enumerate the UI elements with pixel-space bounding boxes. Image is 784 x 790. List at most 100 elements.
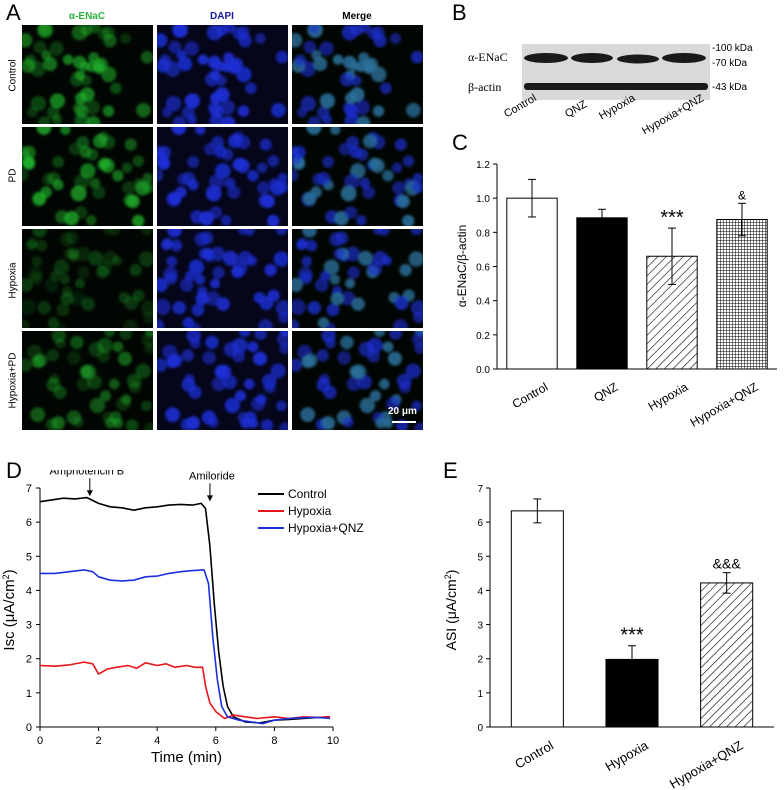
bar-control — [510, 510, 564, 728]
legend-label: Hypoxia — [288, 504, 332, 518]
y-axis-label: ASI (μA/cm2) — [443, 570, 459, 651]
category-label: QNZ — [591, 380, 620, 405]
y-axis-label-part: Isc ( — [1, 622, 18, 650]
micrograph-r2-c1 — [22, 127, 153, 226]
significance-mark: *** — [660, 207, 684, 229]
y-tick-label: 2 — [26, 654, 32, 666]
bar-hypoxia-qnz — [700, 582, 754, 728]
panel-letter-b: B — [452, 0, 467, 25]
annotation-arrowhead — [206, 495, 213, 502]
x-tick-label: 8 — [271, 735, 277, 747]
series-line-hypoxia-qnz — [40, 569, 331, 725]
micrograph-r4-c3 — [292, 331, 423, 430]
y-axis-label-part: A/cm — [443, 579, 459, 611]
series-line-control — [39, 496, 331, 724]
category-label: Control — [512, 738, 556, 772]
micrograph-r1-c2 — [157, 25, 288, 124]
y-tick-label: 6 — [26, 517, 32, 529]
micrograph-r1-c1 — [22, 25, 153, 124]
band-label-actin: β-actin — [468, 80, 502, 94]
chart-c-enac-expression: 0.0 0.2 0.4 0.6 0.8 1.0 1.2 Control QNZ *** Hypoxi… — [455, 160, 777, 430]
category-label: Hypoxia — [646, 380, 691, 414]
blot-image — [522, 44, 710, 100]
y-axis-label-part: μ — [1, 614, 18, 623]
micrograph-r1-c3 — [292, 25, 423, 124]
category-label: Hypoxia — [603, 737, 652, 774]
significance-mark: &&& — [713, 556, 742, 572]
y-tick-label: 1 — [477, 689, 483, 700]
annotation-label: Amiloride — [189, 470, 235, 482]
series-line-hypoxia — [39, 661, 331, 720]
bar-control — [506, 197, 558, 370]
x-tick-label: 4 — [154, 735, 160, 747]
y-tick-label: 5 — [26, 551, 32, 563]
scale-bar — [392, 421, 416, 423]
y-tick-label: 0.2 — [476, 331, 490, 342]
x-tick-label: 0 — [37, 735, 43, 747]
y-tick-label: 3 — [26, 620, 32, 632]
bar-hypoxia-qnz — [716, 219, 768, 370]
marker-70: -70 kDa — [712, 58, 748, 69]
y-axis-label-part: ) — [1, 569, 18, 574]
micrograph-r4-c2 — [157, 331, 288, 430]
lane-label-control: Control — [502, 92, 539, 121]
y-tick-label: 2 — [477, 655, 483, 666]
y-tick-label: 1.2 — [476, 160, 490, 171]
x-tick-label: 6 — [213, 735, 219, 747]
category-label: Hypoxia+QNZ — [667, 738, 746, 790]
x-axis-label: Time (min) — [151, 749, 222, 766]
micrograph-r3-c2 — [157, 229, 288, 328]
y-tick-label: 0.8 — [476, 228, 490, 239]
micrograph-r2-c3 — [292, 127, 423, 226]
y-tick-label: 4 — [26, 585, 32, 597]
y-tick-label: 0.4 — [476, 297, 490, 308]
micrograph-grid: α-ENaC DAPI Merge Control PD Hypoxia Hyp… — [0, 0, 440, 440]
micrograph-images — [22, 25, 423, 430]
y-axis-label: Isc (μA/cm2) — [1, 569, 18, 650]
y-tick-label: 0.6 — [476, 263, 490, 274]
lane-label-qnz: QNZ — [563, 98, 590, 121]
y-tick-label: 0.0 — [476, 365, 490, 376]
micrograph-r3-c3 — [292, 229, 423, 328]
column-header-dapi: DAPI — [210, 11, 234, 22]
category-label: Hypoxia+QNZ — [688, 380, 761, 430]
y-tick-label: 7 — [26, 483, 32, 495]
panel-letter-d: D — [6, 458, 22, 483]
panel-letter-a: A — [6, 0, 21, 25]
y-axis-label-part: ASI ( — [443, 619, 459, 650]
legend-label: Control — [288, 487, 327, 501]
marker-100: -100 kDa — [712, 43, 753, 54]
y-axis-label-part: μ — [443, 611, 459, 619]
y-tick-label: 5 — [477, 552, 483, 563]
y-axis-label-part: ) — [443, 570, 459, 575]
bar-qnz — [576, 217, 628, 370]
x-tick-label: 2 — [96, 735, 102, 747]
micrograph-r3-c1 — [22, 229, 153, 328]
y-axis-label-part: 2 — [443, 574, 453, 579]
y-axis-label-part: 2 — [1, 574, 11, 579]
significance-mark: *** — [620, 625, 644, 647]
y-tick-label: 4 — [477, 586, 483, 597]
legend-label: Hypoxia+QNZ — [288, 521, 364, 535]
panel-letter-c: C — [452, 130, 468, 155]
category-label: Control — [510, 380, 551, 411]
y-axis-label: α-ENaC/β-actin — [455, 225, 469, 308]
y-axis-label-part: A/cm — [1, 579, 18, 613]
y-tick-label: 7 — [477, 484, 483, 495]
micrograph-r4-c1 — [22, 331, 153, 430]
micrograph-r2-c2 — [157, 127, 288, 226]
column-header-enac: α-ENaC — [68, 11, 106, 22]
chart-e-asi: 0 1 2 3 4 5 6 7 Control *** Hypoxia &&& Hypoxia+QNZ A… — [443, 484, 774, 790]
band-label-enac: α-ENaC — [468, 50, 508, 64]
y-tick-label: 6 — [477, 518, 483, 529]
y-tick-label: 0 — [477, 723, 483, 734]
scale-bar-label: 20 μm — [388, 406, 417, 417]
y-tick-label: 0 — [26, 722, 32, 734]
y-tick-label: 3 — [477, 621, 483, 632]
annotation-arrowhead — [86, 490, 93, 497]
significance-mark: & — [738, 188, 746, 202]
y-tick-label: 1 — [26, 688, 32, 700]
panel-letter-e: E — [443, 458, 458, 483]
column-header-merge: Merge — [342, 11, 372, 22]
annotation-label: Amphotericin B — [50, 470, 125, 477]
